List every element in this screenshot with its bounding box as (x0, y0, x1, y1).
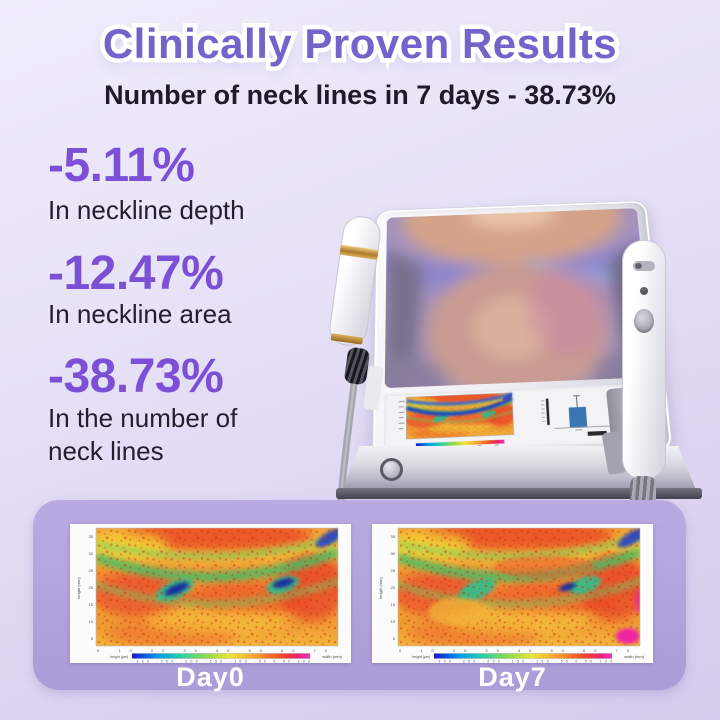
colorbar (433, 653, 613, 659)
x-ticks: 0 10 20 30 40 50 60 70 (97, 648, 328, 653)
device-screen (384, 208, 654, 389)
stat-area-value: -12.47% (48, 247, 224, 300)
y-tick: 20 (89, 585, 94, 590)
y-tick: 10 (391, 619, 396, 624)
y-tick: 30 (89, 551, 94, 556)
stat-area-label: In neckline area (48, 299, 232, 329)
y-tick: 15 (89, 602, 94, 607)
y-tick: 25 (89, 568, 94, 573)
colorbar-label: height (μm) (110, 655, 128, 659)
y-tick: 20 (391, 585, 396, 590)
neck-image (384, 208, 654, 389)
page-title-outline: Clinically Proven Results (98, 16, 621, 72)
y-tick: 35 (391, 534, 396, 539)
page-title: Clinically Proven Results Clinically Pro… (0, 16, 720, 78)
slot-dot (635, 263, 642, 269)
colorbar-ticks: -300 -250 -200 -150 -100 -50 0 50 100 (132, 660, 310, 664)
y-tick: 15 (391, 602, 396, 607)
comparison-panel: 35 30 25 20 15 10 5 length (mm) 0 10 20 … (33, 500, 686, 692)
gold-ring (339, 244, 379, 260)
handpiece-button (634, 309, 654, 333)
device-base-edge (336, 488, 702, 499)
x-axis-label: width (mm) (322, 654, 342, 659)
stat-count-value: -38.73% (48, 350, 224, 403)
day7-heatmap-card: 35 30 25 20 15 10 5 length (mm) 0 10 20 … (372, 524, 653, 663)
device-mini-heatmap (388, 390, 531, 449)
day0-heatmap-plot: 35 30 25 20 15 10 5 length (mm) 0 10 20 … (76, 527, 343, 664)
x-ticks: 0 10 20 30 40 50 60 70 (399, 648, 630, 653)
handpiece-slot (633, 261, 655, 271)
y-tick: 10 (89, 619, 94, 624)
stat-depth-value: -5.11% (48, 139, 195, 192)
power-button (380, 458, 403, 481)
gold-ring (330, 333, 364, 345)
day0-heatmap-card: 35 30 25 20 15 10 5 length (mm) 0 10 20 … (70, 524, 351, 663)
stat-depth-label: In neckline depth (48, 195, 245, 225)
colorbar-label: height (μm) (412, 655, 430, 659)
page-title-text: Clinically Proven Results (102, 20, 618, 67)
y-tick: 5 (91, 636, 94, 641)
y-axis-label: length (mm) (76, 577, 81, 599)
device-tablet (371, 199, 674, 465)
x-axis-label: width (mm) (624, 654, 644, 659)
right-handpiece (601, 240, 692, 530)
y-tick: 35 (89, 534, 94, 539)
left-handpiece (327, 213, 392, 411)
colorbar (131, 653, 311, 659)
y-axis-label: length (mm) (378, 577, 383, 599)
stat-count-label: In the number of neck lines (48, 403, 238, 467)
device-photo (327, 158, 710, 518)
colorbar-ticks: -300 -250 -200 -150 -100 -50 0 50 100 (434, 660, 612, 664)
day0-label: Day0 (176, 662, 245, 692)
page-subtitle: Number of neck lines in 7 days - 38.73% (104, 80, 616, 110)
right-handpiece-body (622, 240, 666, 480)
day7-label: Day7 (478, 662, 547, 692)
left-handpiece-body (327, 213, 383, 349)
y-tick: 30 (391, 551, 396, 556)
indicator-dot (640, 287, 648, 295)
y-tick: 25 (391, 568, 396, 573)
y-tick: 5 (393, 636, 396, 641)
day7-heatmap-plot: 35 30 25 20 15 10 5 length (mm) 0 10 20 … (378, 527, 645, 664)
